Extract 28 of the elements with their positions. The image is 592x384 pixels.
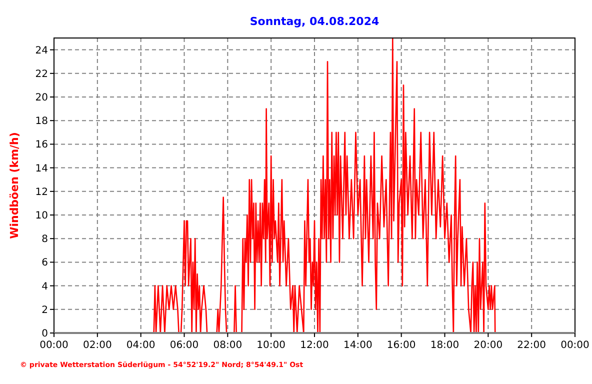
x-tick-label: 20:00 [474,340,503,351]
x-tick-label: 22:00 [517,340,546,351]
y-tick-label: 4 [42,281,48,292]
x-tick-label: 06:00 [170,340,199,351]
x-tick-label: 18:00 [430,340,460,351]
x-tick-label: 00:00 [40,340,68,351]
x-tick-label: 08:00 [213,340,242,351]
y-axis-title: Windböen (km/h) [8,132,21,239]
y-tick-label: 10 [35,210,48,222]
y-tick-label: 8 [42,234,48,246]
x-tick-label: 04:00 [126,340,156,351]
y-tick-label: 14 [35,163,48,174]
chart-title: Sonntag, 04.08.2024 [250,15,380,28]
y-tick-label: 18 [35,116,48,128]
x-tick-label: 10:00 [256,340,286,351]
y-tick-label: 22 [35,68,48,80]
y-tick-label: 20 [35,92,48,104]
x-tick-label: 14:00 [344,340,372,351]
x-tick-label: 16:00 [386,340,416,351]
y-tick-label: 12 [35,186,48,198]
y-tick-label: 16 [35,140,48,151]
x-tick-label: 02:00 [83,340,112,351]
y-tick-label: 0 [42,328,48,340]
y-tick-label: 24 [35,45,48,56]
y-tick-label: 6 [42,258,48,269]
x-tick-label: 12:00 [300,340,329,351]
y-tick-label: 2 [42,304,48,316]
x-tick-label: 00:00 [560,340,590,351]
